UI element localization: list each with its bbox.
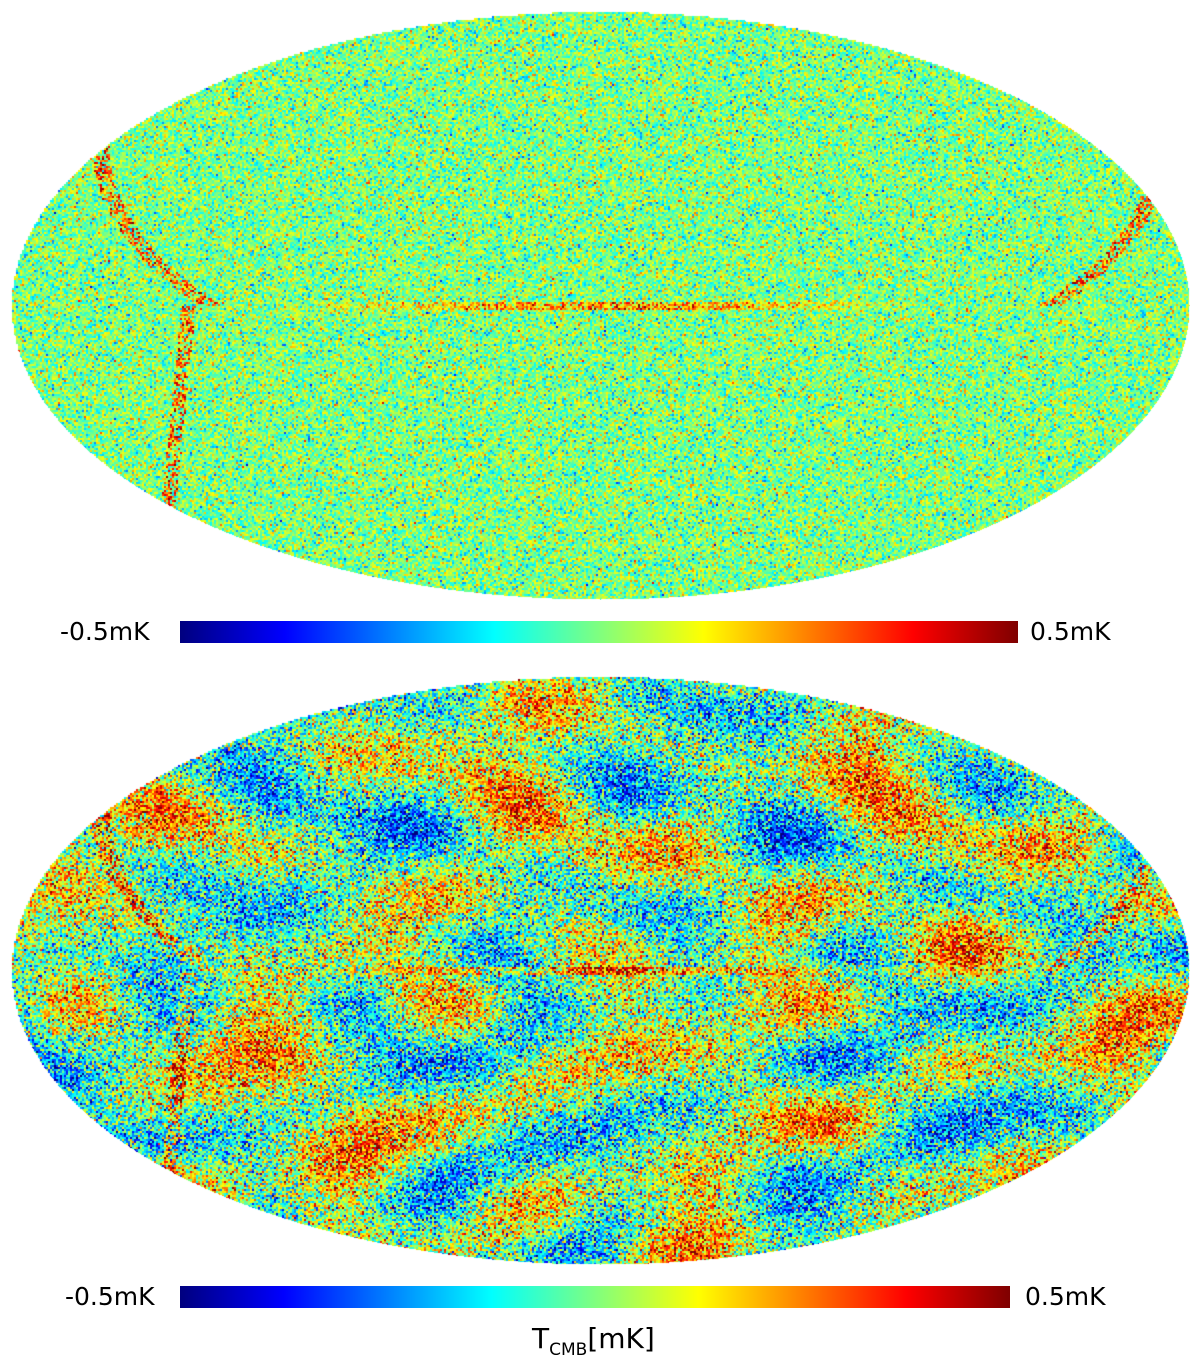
colorbar-top-min-label: -0.5mK (60, 617, 150, 646)
colorbar-unit-label: TCMB[mK] (532, 1322, 655, 1360)
colorbar-top (180, 621, 1018, 643)
colorbar-top-max-label: 0.5mK (1030, 617, 1111, 646)
colorbar-bottom-max-label: 0.5mK (1025, 1282, 1106, 1311)
colorbar-bottom (180, 1286, 1010, 1308)
colorbar-bottom-min-label: -0.5mK (65, 1282, 155, 1311)
sky-map-bottom (10, 675, 1190, 1265)
sky-map-top (10, 10, 1190, 600)
